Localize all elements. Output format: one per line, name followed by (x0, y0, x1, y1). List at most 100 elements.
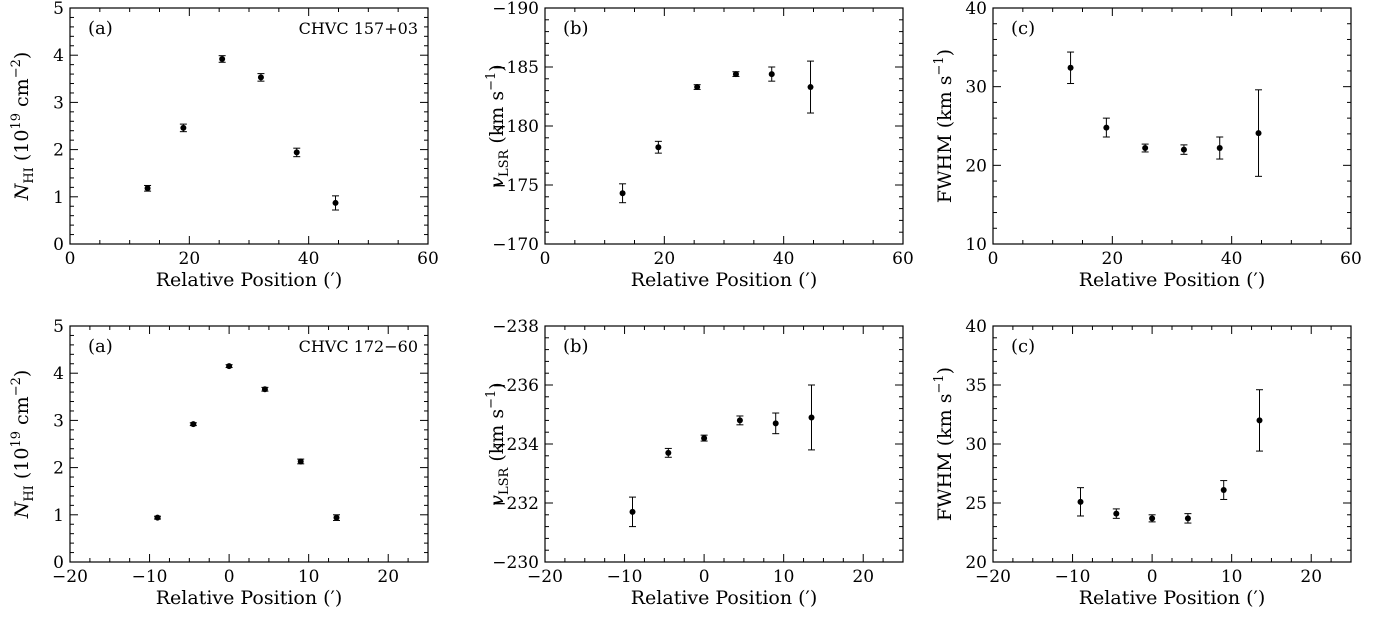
data-point (655, 144, 662, 151)
x-tick-label: 0 (65, 249, 76, 269)
x-tick-label: 10 (298, 567, 320, 587)
x-axis-label: Relative Position (′) (156, 269, 343, 291)
panel-letter: (a) (88, 336, 113, 357)
panel-1: 0 20 40 60 0 1 2 3 4 5 Relative Position (′) NHI (1… (9, 0, 439, 291)
data-point (190, 421, 197, 428)
y-axis-label: vLSR (km s−1) (484, 382, 512, 505)
data-point (768, 71, 775, 78)
y-axis-label: NHI (1019 cm−2) (9, 52, 37, 202)
x-tick-label: 20 (377, 567, 399, 587)
data-point (619, 190, 626, 197)
data-point (1067, 64, 1074, 71)
y-tick-label: 4 (53, 364, 64, 384)
y-tick-label: −180 (492, 117, 539, 137)
data-point (144, 185, 151, 192)
x-tick-label: 0 (988, 249, 999, 269)
data-point (219, 55, 226, 62)
y-tick-label: 0 (53, 553, 64, 573)
data-point (694, 84, 701, 91)
data-point (1180, 146, 1187, 153)
x-tick-label: −10 (132, 567, 168, 587)
x-axis-label: Relative Position (′) (156, 587, 343, 609)
y-tick-label: 25 (965, 494, 987, 514)
y-tick-label: 40 (965, 317, 987, 337)
panel-letter: (a) (88, 18, 113, 39)
y-tick-label: 30 (965, 435, 987, 455)
x-axis-label: Relative Position (′) (631, 269, 818, 291)
x-tick-label: −20 (527, 567, 563, 587)
x-tick-label: 0 (1147, 567, 1158, 587)
data-point (772, 420, 779, 427)
y-tick-label: 20 (965, 553, 987, 573)
y-tick-label: 2 (53, 459, 64, 479)
plot-frame (992, 7, 1352, 245)
y-axis-label: NHI (1019 cm−2) (9, 370, 37, 520)
plot-frame (992, 325, 1352, 563)
y-axis-label: FWHM (km s−1) (932, 367, 956, 521)
y-tick-label: 0 (53, 235, 64, 255)
y-tick-label: −236 (492, 376, 539, 396)
y-tick-label: −232 (492, 494, 539, 514)
data-point (180, 124, 187, 131)
x-tick-label: 20 (852, 567, 874, 587)
y-tick-label: 35 (965, 376, 987, 396)
panel-letter: (c) (1011, 336, 1035, 357)
plot-frame (544, 325, 904, 563)
panel-4: −20 −10 0 10 20 0 1 2 3 4 5 Relative Position (′) NH… (9, 317, 429, 609)
y-tick-label: −234 (492, 435, 539, 455)
y-tick-label: 3 (53, 411, 64, 431)
x-tick-label: 60 (417, 249, 439, 269)
y-tick-label: −190 (492, 0, 539, 19)
x-tick-label: 20 (1102, 249, 1124, 269)
y-tick-label: −230 (492, 553, 539, 573)
data-point (332, 199, 339, 206)
data-point (807, 84, 814, 91)
x-tick-label: −10 (1055, 567, 1091, 587)
panel-annotation: CHVC 157+03 (299, 19, 418, 38)
x-tick-label: −20 (975, 567, 1011, 587)
data-point (629, 508, 636, 515)
data-point (1256, 417, 1263, 424)
panel-6: −20 −10 0 10 20 20 25 30 35 40 Relative Position (… (932, 317, 1352, 609)
y-tick-label: 30 (965, 78, 987, 98)
data-point (732, 71, 739, 78)
x-tick-label: 20 (179, 249, 201, 269)
panel-2: 0 20 40 60 −170 −175 −180 −185 −190 Relative Posi… (484, 0, 914, 291)
data-point (1103, 124, 1110, 131)
x-axis-label: Relative Position (′) (1079, 269, 1266, 291)
data-point (808, 414, 815, 421)
x-tick-label: 60 (1340, 249, 1362, 269)
panel-annotation: CHVC 172−60 (299, 337, 418, 356)
y-tick-label: 1 (53, 506, 64, 526)
data-point (333, 514, 340, 521)
y-tick-label: 40 (965, 0, 987, 19)
y-tick-label: 3 (53, 93, 64, 113)
x-tick-label: 40 (298, 249, 320, 269)
y-tick-label: −170 (492, 235, 539, 255)
x-tick-label: 40 (773, 249, 795, 269)
x-axis-label: Relative Position (′) (631, 587, 818, 609)
data-point (665, 449, 672, 456)
panel-letter: (b) (563, 336, 589, 357)
data-point (257, 74, 264, 81)
x-tick-label: 10 (773, 567, 795, 587)
data-point (261, 386, 268, 393)
x-tick-label: 0 (699, 567, 710, 587)
y-tick-label: 4 (53, 46, 64, 66)
y-axis-label: vLSR (km s−1) (484, 64, 512, 187)
x-tick-label: 40 (1221, 249, 1243, 269)
y-axis-label: FWHM (km s−1) (932, 49, 956, 203)
y-tick-label: −238 (492, 317, 539, 337)
data-point (1077, 498, 1084, 505)
y-tick-label: −185 (492, 58, 539, 78)
panel-letter: (b) (563, 18, 589, 39)
x-tick-label: 60 (892, 249, 914, 269)
y-tick-label: 5 (53, 0, 64, 19)
x-tick-label: −20 (52, 567, 88, 587)
x-tick-label: 0 (224, 567, 235, 587)
y-tick-label: 10 (965, 235, 987, 255)
x-tick-label: 20 (654, 249, 676, 269)
